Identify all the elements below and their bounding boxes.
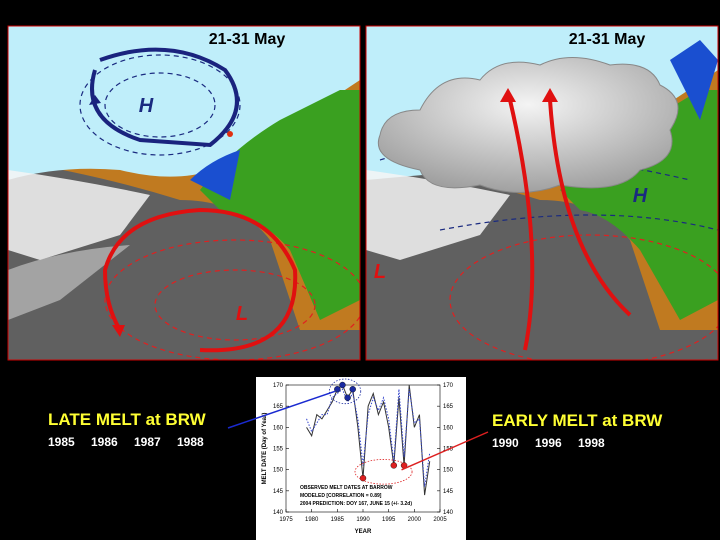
y-tick-label: 170 (273, 383, 284, 389)
late-year: 1988 (177, 435, 204, 449)
x-axis-label: YEAR (355, 529, 372, 535)
series-line (306, 384, 431, 496)
pointer-arrow (401, 431, 489, 471)
y-tick-label: 140 (273, 510, 284, 516)
high-label: H (139, 95, 154, 117)
highlight-point (339, 381, 346, 389)
early-melt-title: EARLY MELT at BRW (492, 411, 663, 430)
y-tick-label: 155 (273, 447, 284, 453)
x-tick-label: 1995 (382, 517, 396, 523)
map-date: 21-31 May (569, 31, 646, 48)
low-label: L (374, 261, 386, 283)
late-year: 1986 (91, 435, 118, 449)
highlight-point (344, 394, 351, 401)
series-line (306, 388, 431, 487)
early-year: 1990 (492, 436, 519, 450)
late-melt-title: LATE MELT at BRW (48, 410, 207, 429)
y-tick-label: 165 (273, 404, 284, 410)
low-label: L (236, 303, 248, 325)
highlight-point (359, 474, 367, 482)
map-right: 21-31 May H L (366, 26, 718, 360)
high-label: H (633, 185, 648, 207)
highlight-point (334, 386, 341, 393)
x-tick-label: 2000 (408, 517, 422, 523)
legend-note: 2004 PREDICTION: DOY 167, JUNE 15 (+/- 3… (300, 501, 412, 507)
x-tick-label: 1985 (331, 517, 345, 523)
y-tick-label: 150 (273, 468, 284, 474)
y2-tick-label: 140 (443, 510, 454, 516)
highlight-point (349, 386, 356, 393)
legend-note: OBSERVED MELT DATES AT BARROW (300, 485, 393, 491)
legend-note: MODELED [CORRELATION = 0.89] (300, 493, 382, 499)
highlight-ring (354, 459, 413, 485)
late-year: 1987 (134, 435, 161, 449)
x-tick-label: 1975 (279, 517, 293, 523)
y2-tick-label: 160 (443, 425, 454, 431)
y2-tick-label: 170 (443, 383, 454, 389)
y2-tick-label: 150 (443, 468, 454, 474)
highlight-point (390, 462, 397, 469)
early-year: 1996 (535, 436, 562, 450)
early-year: 1998 (578, 436, 605, 450)
x-tick-label: 1980 (305, 517, 319, 523)
map-left: 21-31 May H L (8, 26, 360, 360)
y-tick-label: 160 (273, 425, 284, 431)
pointer-arrow (227, 390, 336, 429)
highlight-ring (328, 378, 362, 405)
x-tick-label: 1990 (356, 517, 370, 523)
y-axis-label: MELT DATE (Day of Year) (262, 413, 268, 485)
late-year: 1985 (48, 435, 75, 449)
y2-tick-label: 165 (443, 404, 454, 410)
y2-tick-label: 145 (443, 489, 454, 495)
map-date: 21-31 May (209, 31, 286, 48)
y-tick-label: 145 (273, 489, 284, 495)
x-tick-label: 2005 (433, 517, 447, 523)
